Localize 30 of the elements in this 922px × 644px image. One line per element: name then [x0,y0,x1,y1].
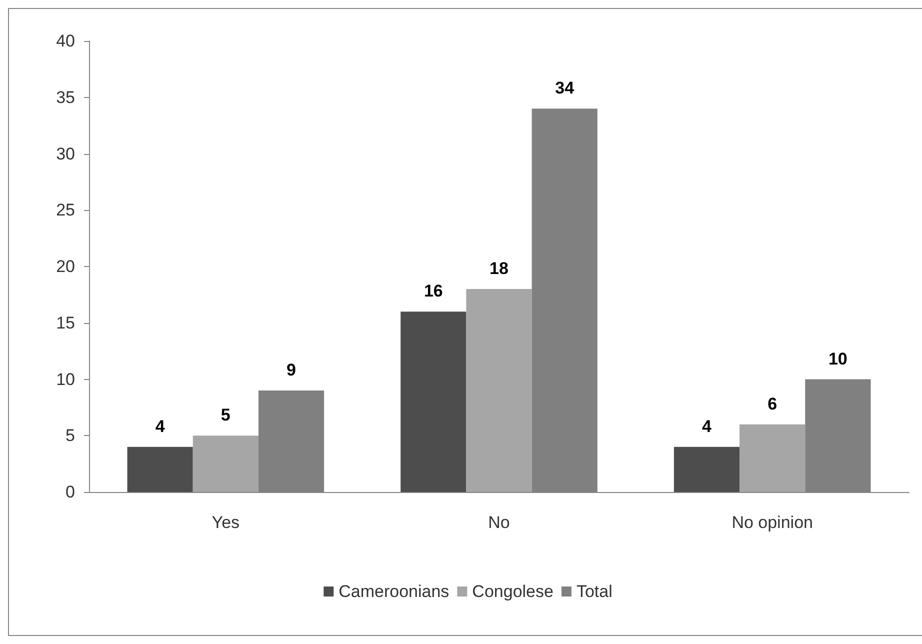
x-tick-label: No [488,513,510,532]
y-tick-label: 35 [56,88,75,107]
data-label: 16 [424,282,443,301]
y-tick-label: 5 [66,426,75,446]
y-tick-label: 25 [56,200,75,220]
data-label: 5 [220,406,230,425]
data-label: 4 [702,416,712,436]
data-label: 34 [555,78,575,98]
bar [740,424,806,492]
x-tick-label: No opinion [732,513,813,532]
y-tick-label: 0 [66,482,75,502]
y-tick-label: 10 [56,370,75,389]
legend-label: Congolese [472,582,554,601]
data-label: 6 [768,394,778,414]
data-label: 9 [286,360,296,380]
y-tick-label: 15 [56,313,75,332]
legend-label: Total [576,582,612,601]
bar [466,289,532,492]
bar [400,312,466,492]
data-label: 10 [828,349,848,368]
y-tick-label: 20 [56,257,75,276]
bar [674,446,740,492]
y-tick-label: 40 [56,32,75,50]
data-label: 18 [490,259,508,278]
data-label: 4 [155,416,166,436]
bar [192,436,258,492]
y-tick-label: 30 [56,144,75,164]
x-tick-label: Yes [212,513,240,532]
bar [127,446,193,492]
legend-label: Cameroonians [338,582,450,601]
